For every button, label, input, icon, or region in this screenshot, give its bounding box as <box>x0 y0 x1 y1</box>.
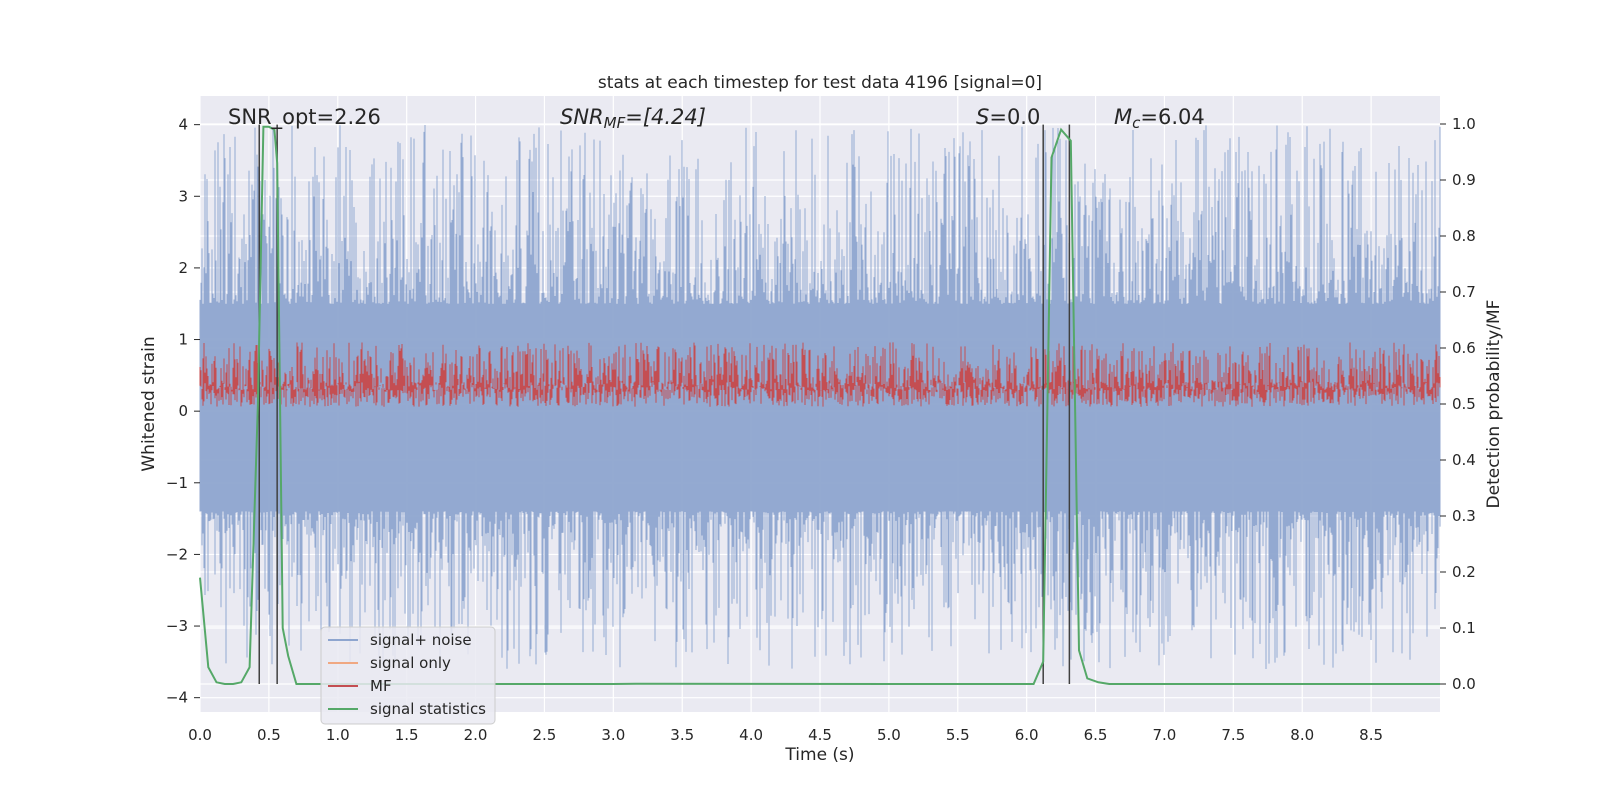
x-tick-label: 4.0 <box>739 726 763 744</box>
mf-series <box>199 342 1441 407</box>
legend-box <box>320 626 496 725</box>
signal-noise-line <box>199 125 1441 669</box>
annotation-s: S=0.0 <box>976 105 1040 129</box>
x-tick-label: 6.5 <box>1084 726 1108 744</box>
annotation-snr-opt: SNR_opt=2.26 <box>228 105 381 130</box>
y2-axis-label: Detection probability/MF <box>1484 300 1504 509</box>
y2-tick-label: 1.0 <box>1452 115 1476 133</box>
y2-tick-label: 0.3 <box>1452 507 1476 525</box>
y-tick-label: 1 <box>178 331 188 349</box>
snr-mf-symbol: SNR <box>560 105 604 129</box>
x-tick-label: 5.0 <box>877 726 901 744</box>
y-tick-label: 2 <box>178 259 188 277</box>
s-value: =0.0 <box>989 105 1040 129</box>
y-tick-label: 4 <box>178 116 188 134</box>
annotation-mc: Mc=6.04 <box>1114 105 1205 132</box>
x-axis-ticks: 0.0 0.5 1.0 1.5 2.0 2.5 3.0 3.5 4.0 4.5 5.0 5.5 6.0 6… <box>188 726 1383 744</box>
y-tick-label: −3 <box>166 617 188 635</box>
legend-label-mf: MF <box>370 677 392 695</box>
y-tick-label: −1 <box>166 474 188 492</box>
x-tick-label: 0.0 <box>188 726 212 744</box>
x-tick-label: 3.0 <box>601 726 625 744</box>
snr-mf-subscript: MF <box>604 114 626 132</box>
signal-noise-series <box>199 125 1441 669</box>
x-tick-label: 6.0 <box>1015 726 1039 744</box>
legend-label-signal-noise: signal+ noise <box>370 631 472 649</box>
mf-line <box>199 342 1441 407</box>
y-axis-label: Whitened strain <box>139 336 159 471</box>
legend-label-signal-only: signal only <box>370 654 451 672</box>
x-tick-label: 2.0 <box>464 726 488 744</box>
y-axis-ticks: 4 3 2 1 0 −1 −2 −3 −4 <box>166 116 200 707</box>
y2-tick-label: 0.2 <box>1452 563 1476 581</box>
x-tick-label: 4.5 <box>808 726 832 744</box>
annotation-snr-mf: SNRMF=[4.24] <box>560 105 706 132</box>
x-tick-label: 8.5 <box>1359 726 1383 744</box>
y2-axis-ticks: 1.0 0.9 0.8 0.7 0.6 0.5 0.4 0.3 0.2 0.1 0.0 <box>1440 115 1476 693</box>
legend-label-signal-statistics: signal statistics <box>370 700 486 718</box>
s-symbol: S <box>976 105 989 129</box>
signal-statistics-line <box>199 125 1440 685</box>
y-tick-label: −4 <box>166 689 188 707</box>
y2-tick-label: 0.4 <box>1452 451 1476 469</box>
x-axis-label: Time (s) <box>784 745 854 765</box>
mc-subscript: c <box>1132 114 1141 132</box>
x-tick-label: 1.5 <box>395 726 419 744</box>
y2-tick-label: 0.8 <box>1452 227 1476 245</box>
y-tick-label: −2 <box>166 545 188 563</box>
x-tick-label: 7.0 <box>1153 726 1177 744</box>
y2-tick-label: 0.6 <box>1452 339 1476 357</box>
y2-tick-label: 0.9 <box>1452 171 1476 189</box>
y2-tick-label: 0.5 <box>1452 395 1476 413</box>
snr-mf-value: =[4.24] <box>625 105 706 129</box>
x-tick-label: 7.5 <box>1221 726 1245 744</box>
chart-title: stats at each timestep for test data 419… <box>598 73 1042 93</box>
x-tick-label: 8.0 <box>1290 726 1314 744</box>
mc-value: =6.04 <box>1140 105 1204 129</box>
x-tick-label: 5.5 <box>946 726 970 744</box>
mc-symbol: M <box>1114 105 1132 129</box>
legend: signal+ noise signal only MF signal stat… <box>320 626 496 725</box>
x-tick-label: 1.0 <box>326 726 350 744</box>
y2-tick-label: 0.1 <box>1452 619 1476 637</box>
y2-tick-label: 0.7 <box>1452 283 1476 301</box>
x-tick-label: 2.5 <box>533 726 557 744</box>
y2-tick-label: 0.0 <box>1452 675 1476 693</box>
y-tick-label: 3 <box>178 187 188 205</box>
y-tick-label: 0 <box>178 402 188 420</box>
x-tick-label: 3.5 <box>670 726 694 744</box>
x-tick-label: 0.5 <box>257 726 281 744</box>
signal-statistics-series <box>199 125 1440 685</box>
